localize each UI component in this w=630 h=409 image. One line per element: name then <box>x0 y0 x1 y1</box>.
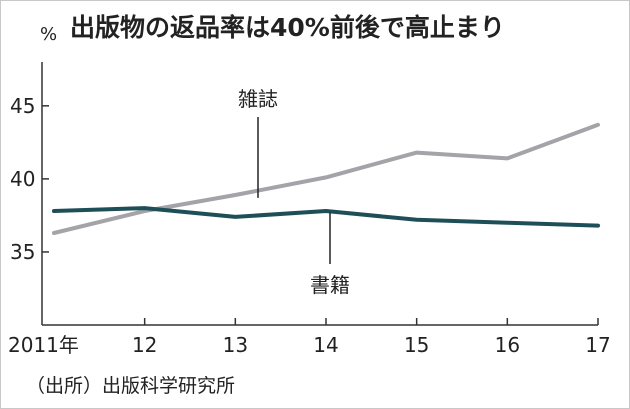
series-label-magazines: 雑誌 <box>238 87 278 111</box>
chart-title: 出版物の返品率は40%前後で高止まり <box>70 13 505 42</box>
x-tick-label: 15 <box>404 333 429 357</box>
x-tick-label: 17 <box>585 333 610 357</box>
y-tick-label: 40 <box>10 167 35 191</box>
y-tick-label: 45 <box>10 94 35 118</box>
y-axis-unit-label: % <box>40 24 57 45</box>
series-label-books: 書籍 <box>310 273 350 297</box>
axes: 35 40 45 2011年 12 13 14 15 16 17 <box>8 62 611 357</box>
x-tick-label: 12 <box>132 333 157 357</box>
x-tick-label: 16 <box>495 333 520 357</box>
series-line-books <box>52 206 600 228</box>
series-layer <box>52 122 600 235</box>
x-tick-label: 2011年 <box>8 333 79 357</box>
x-tick-label: 14 <box>313 333 338 357</box>
x-tick-label: 13 <box>223 333 248 357</box>
y-tick-label: 35 <box>10 240 35 264</box>
source-note: （出所）出版科学研究所 <box>26 375 235 397</box>
series-line-magazines <box>52 122 600 235</box>
